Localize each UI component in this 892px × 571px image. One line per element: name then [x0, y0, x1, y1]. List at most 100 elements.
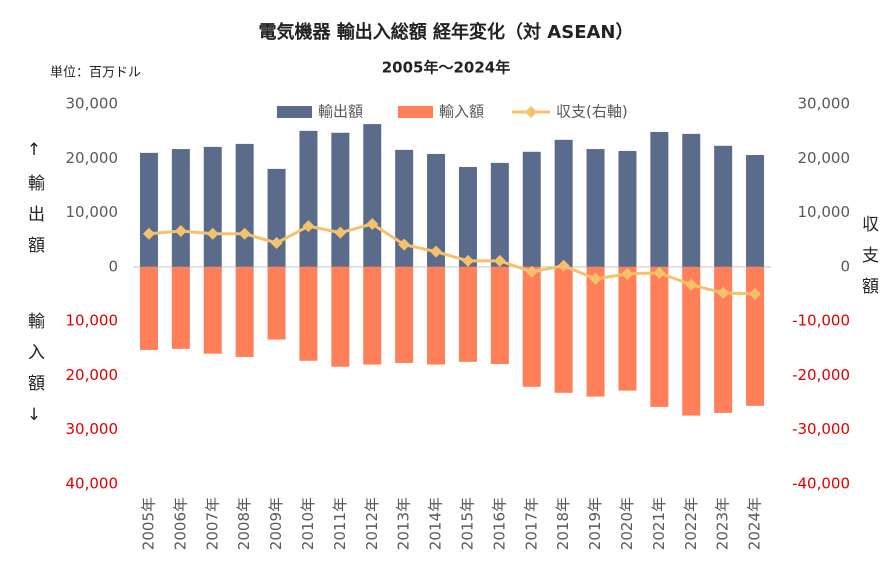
- bar: [267, 266, 286, 340]
- y2-tick-label: 20,000: [798, 149, 851, 167]
- bar: [458, 266, 477, 362]
- bar: [139, 152, 158, 267]
- bar: [171, 149, 190, 267]
- x-tick-label: 2009年: [267, 497, 285, 550]
- x-tick-label: 2020年: [618, 497, 636, 550]
- bar: [139, 266, 158, 350]
- bar: [458, 166, 477, 267]
- line-marker: [717, 286, 730, 299]
- line-marker: [749, 288, 762, 300]
- bar: [299, 130, 318, 267]
- x-tick-label: 2005年: [139, 497, 157, 550]
- bar: [586, 149, 605, 267]
- y2-tick-label: 0: [840, 257, 850, 275]
- bar: [427, 266, 446, 365]
- line-marker: [398, 238, 411, 251]
- y2-tick-label: 30,000: [798, 95, 851, 113]
- y-tick-label: 30,000: [66, 95, 119, 113]
- bar: [554, 139, 573, 267]
- y2-tick-label: -10,000: [792, 312, 850, 330]
- bar: [618, 150, 637, 267]
- y-tick-label: 20,000: [66, 366, 119, 384]
- bar: [714, 145, 733, 267]
- bar: [331, 266, 350, 367]
- bar: [331, 132, 350, 267]
- x-tick-label: 2013年: [395, 497, 413, 550]
- bar: [299, 266, 318, 361]
- x-tick-label: 2014年: [427, 497, 445, 550]
- line-marker: [302, 220, 315, 233]
- bar: [267, 168, 286, 267]
- y2-tick-label: 10,000: [798, 203, 851, 221]
- line-marker: [430, 245, 443, 258]
- y-tick-label: 20,000: [66, 149, 119, 167]
- y-tick-label: 0: [108, 257, 118, 275]
- bar: [746, 155, 765, 267]
- bar: [522, 266, 541, 387]
- line-marker: [621, 267, 634, 280]
- y-tick-label: 10,000: [66, 312, 119, 330]
- bar: [363, 124, 382, 267]
- bar: [618, 266, 637, 391]
- legend-swatch: [277, 106, 312, 118]
- legend-label: 輸出額: [318, 103, 363, 121]
- x-tick-label: 2023年: [714, 497, 732, 550]
- line-marker: [238, 227, 251, 240]
- x-tick-label: 2016年: [490, 497, 508, 550]
- x-tick-label: 2022年: [682, 497, 700, 550]
- x-tick-label: 2024年: [746, 497, 764, 550]
- bar: [203, 266, 222, 354]
- x-tick-label: 2011年: [331, 497, 349, 550]
- y2-tick-label: -40,000: [792, 475, 850, 493]
- y-tick-label: 30,000: [66, 420, 119, 438]
- bar: [682, 133, 701, 267]
- bar: [650, 266, 669, 407]
- bar: [714, 266, 733, 413]
- bar: [490, 162, 509, 267]
- x-tick-label: 2019年: [586, 497, 604, 550]
- y-axis-label: 輸入額↓: [24, 312, 44, 439]
- x-tick-label: 2017年: [522, 497, 540, 550]
- unit-label: 単位：百万ドル: [50, 65, 141, 81]
- x-tick-label: 2010年: [299, 497, 317, 550]
- legend-label: 収支(右軸): [556, 103, 628, 121]
- legend-swatch: [525, 106, 537, 118]
- line-marker: [174, 225, 187, 238]
- line-marker: [685, 278, 698, 291]
- bar: [682, 266, 701, 416]
- bar: [427, 153, 446, 267]
- line-marker: [206, 227, 219, 240]
- bar: [171, 266, 190, 349]
- y2-axis-label: 収支額: [858, 215, 878, 308]
- bar: [203, 146, 222, 267]
- x-tick-label: 2008年: [235, 497, 253, 550]
- y-axis-label: ↑輸出額: [24, 140, 44, 267]
- legend-swatch: [398, 106, 433, 118]
- line-marker: [270, 236, 283, 249]
- x-tick-label: 2006年: [171, 497, 189, 550]
- bar: [746, 266, 765, 406]
- bar: [235, 266, 254, 357]
- chart-title: 電気機器 輸出入総額 経年変化（対 ASEAN）: [259, 21, 634, 43]
- line-marker: [653, 266, 666, 279]
- line-marker: [366, 217, 379, 230]
- line-marker: [589, 272, 602, 285]
- line-marker: [142, 227, 155, 240]
- y-tick-label: 10,000: [66, 203, 119, 221]
- bar: [235, 143, 254, 267]
- x-tick-label: 2015年: [458, 497, 476, 550]
- bar: [395, 149, 414, 267]
- x-tick-label: 2021年: [650, 497, 668, 550]
- legend-label: 輸入額: [439, 103, 484, 121]
- bar: [522, 151, 541, 267]
- y2-tick-label: -20,000: [792, 366, 850, 384]
- bar: [490, 266, 509, 365]
- line-marker: [334, 226, 347, 239]
- x-tick-label: 2012年: [363, 497, 381, 550]
- bar: [650, 131, 669, 267]
- bar: [363, 266, 382, 365]
- line-marker: [493, 254, 506, 267]
- line-marker: [525, 265, 538, 278]
- line-marker: [461, 254, 474, 267]
